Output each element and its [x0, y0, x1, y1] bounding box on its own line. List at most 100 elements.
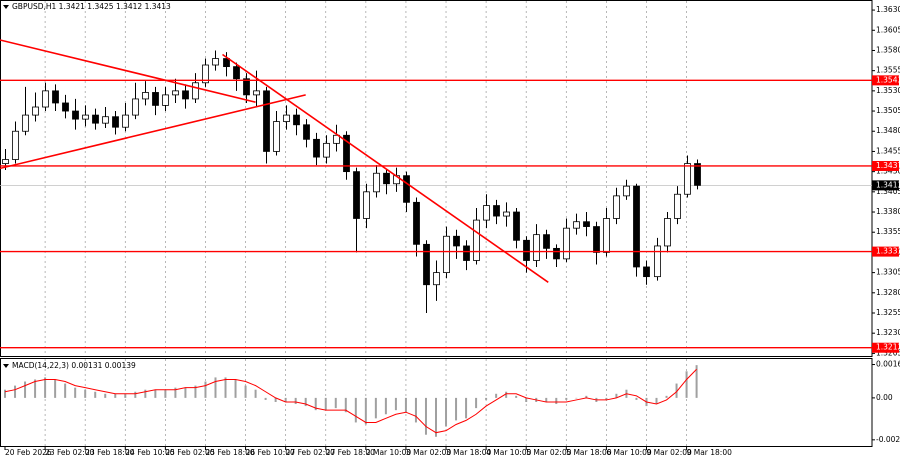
candle-body	[433, 272, 440, 286]
candle-body	[22, 114, 29, 132]
macd-bar	[455, 397, 458, 421]
y-tick-label: 0.00163	[876, 360, 900, 369]
macd-bar	[34, 379, 37, 398]
macd-bar	[374, 397, 377, 419]
level-label: 1.3437	[876, 161, 900, 170]
macd-bar	[655, 397, 658, 405]
macd-bar	[144, 389, 147, 398]
signal-line	[4, 368, 697, 434]
macd-bar	[675, 383, 678, 398]
y-tick-label: 1.3630	[876, 5, 900, 14]
macd-bar	[585, 395, 588, 398]
candle-body	[493, 205, 500, 217]
level-label-box	[872, 160, 899, 171]
x-tick-label: 20 Feb 2026	[5, 448, 52, 457]
candle-body	[182, 90, 189, 100]
y-tick-label: 1.3355	[876, 227, 900, 236]
macd-bar	[4, 389, 7, 398]
candle-body	[674, 193, 681, 219]
level-label-box	[872, 342, 899, 353]
macd-bar	[274, 397, 277, 402]
menu-arrow[interactable]	[3, 364, 9, 368]
y-tick-label: 1.3530	[876, 86, 900, 95]
candle-body	[233, 66, 240, 80]
macd-bar	[124, 393, 127, 398]
macd-bar	[515, 395, 518, 398]
macd-bar	[475, 397, 478, 409]
candle-body	[684, 163, 691, 195]
macd-bar	[695, 365, 698, 398]
candle-body	[623, 185, 630, 197]
candle-body	[303, 124, 310, 140]
macd-bar	[94, 391, 97, 398]
candle-body	[92, 114, 99, 124]
y-tick-label: 1.3280	[876, 288, 900, 297]
candle-body	[142, 92, 149, 100]
macd-bar	[284, 397, 287, 402]
macd-bar	[394, 397, 397, 411]
macd-bar	[214, 377, 217, 398]
macd-bar	[254, 389, 257, 398]
candle-body	[172, 90, 179, 96]
candle-body	[533, 234, 540, 261]
macd-panel-border	[0, 358, 873, 447]
x-tick-label: 6 Mar 10:00	[606, 448, 652, 457]
macd-header: MACD(14,22,3) 0.00131 0.00139	[12, 361, 136, 370]
candle-body	[323, 142, 330, 158]
macd-bar	[354, 397, 357, 423]
x-tick-label: 9 Mar 02:00	[646, 448, 692, 457]
x-tick-label: 5 Mar 02:00	[526, 448, 572, 457]
candle-body	[613, 195, 620, 219]
candle-body	[32, 106, 39, 116]
candle-body	[212, 58, 219, 66]
candle-body	[664, 218, 671, 247]
level-label: 1.3212	[876, 343, 900, 352]
candle-body	[152, 92, 159, 106]
macd-bar	[384, 397, 387, 415]
macd-bar	[505, 391, 508, 398]
macd-bar	[465, 397, 468, 419]
macd-bar	[685, 371, 688, 398]
macd-bar	[364, 397, 367, 425]
x-tick-label: 4 Mar 10:00	[486, 448, 532, 457]
macd-bar	[294, 397, 297, 405]
macd-bar	[44, 377, 47, 398]
candle-body	[62, 102, 69, 112]
macd-bar	[154, 389, 157, 398]
menu-arrow[interactable]	[3, 5, 9, 9]
candle-body	[273, 121, 280, 152]
x-tick-label: 5 Mar 18:00	[566, 448, 612, 457]
macd-bar	[134, 391, 137, 398]
candle-body	[483, 205, 490, 221]
candle-body	[343, 134, 350, 173]
candle-body	[12, 130, 19, 160]
y-tick-label: 1.3430	[876, 167, 900, 176]
macd-bar	[615, 393, 618, 398]
candle-body	[583, 221, 590, 227]
y-tick-label: 1.3380	[876, 207, 900, 216]
x-tick-label: 27 Feb 02:00	[286, 448, 335, 457]
x-tick-label: 3 Mar 18:00	[446, 448, 492, 457]
candle-body	[423, 243, 430, 286]
candle-body	[192, 82, 199, 100]
y-tick-label: 1.3230	[876, 328, 900, 337]
candle-body	[333, 134, 340, 144]
macd-bar	[324, 397, 327, 411]
candle-body	[473, 219, 480, 261]
candle-body	[202, 64, 209, 84]
candle-body	[573, 221, 580, 229]
candle-body	[443, 235, 450, 274]
macd-bar	[234, 379, 237, 398]
current-price-label: 1.3413	[876, 180, 900, 189]
macd-bar	[54, 379, 57, 398]
x-tick-label: 9 Mar 18:00	[687, 448, 733, 457]
y-tick-label: 0.00	[876, 393, 893, 402]
candle-body	[102, 116, 109, 124]
y-tick-label: 1.3480	[876, 126, 900, 135]
trend-line	[0, 94, 306, 170]
x-tick-label: 23 Feb 18:00	[85, 448, 134, 457]
trend-line	[0, 39, 256, 103]
x-tick-label: 24 Feb 10:00	[125, 448, 174, 457]
candle-body	[523, 239, 530, 261]
macd-bar	[665, 395, 668, 398]
